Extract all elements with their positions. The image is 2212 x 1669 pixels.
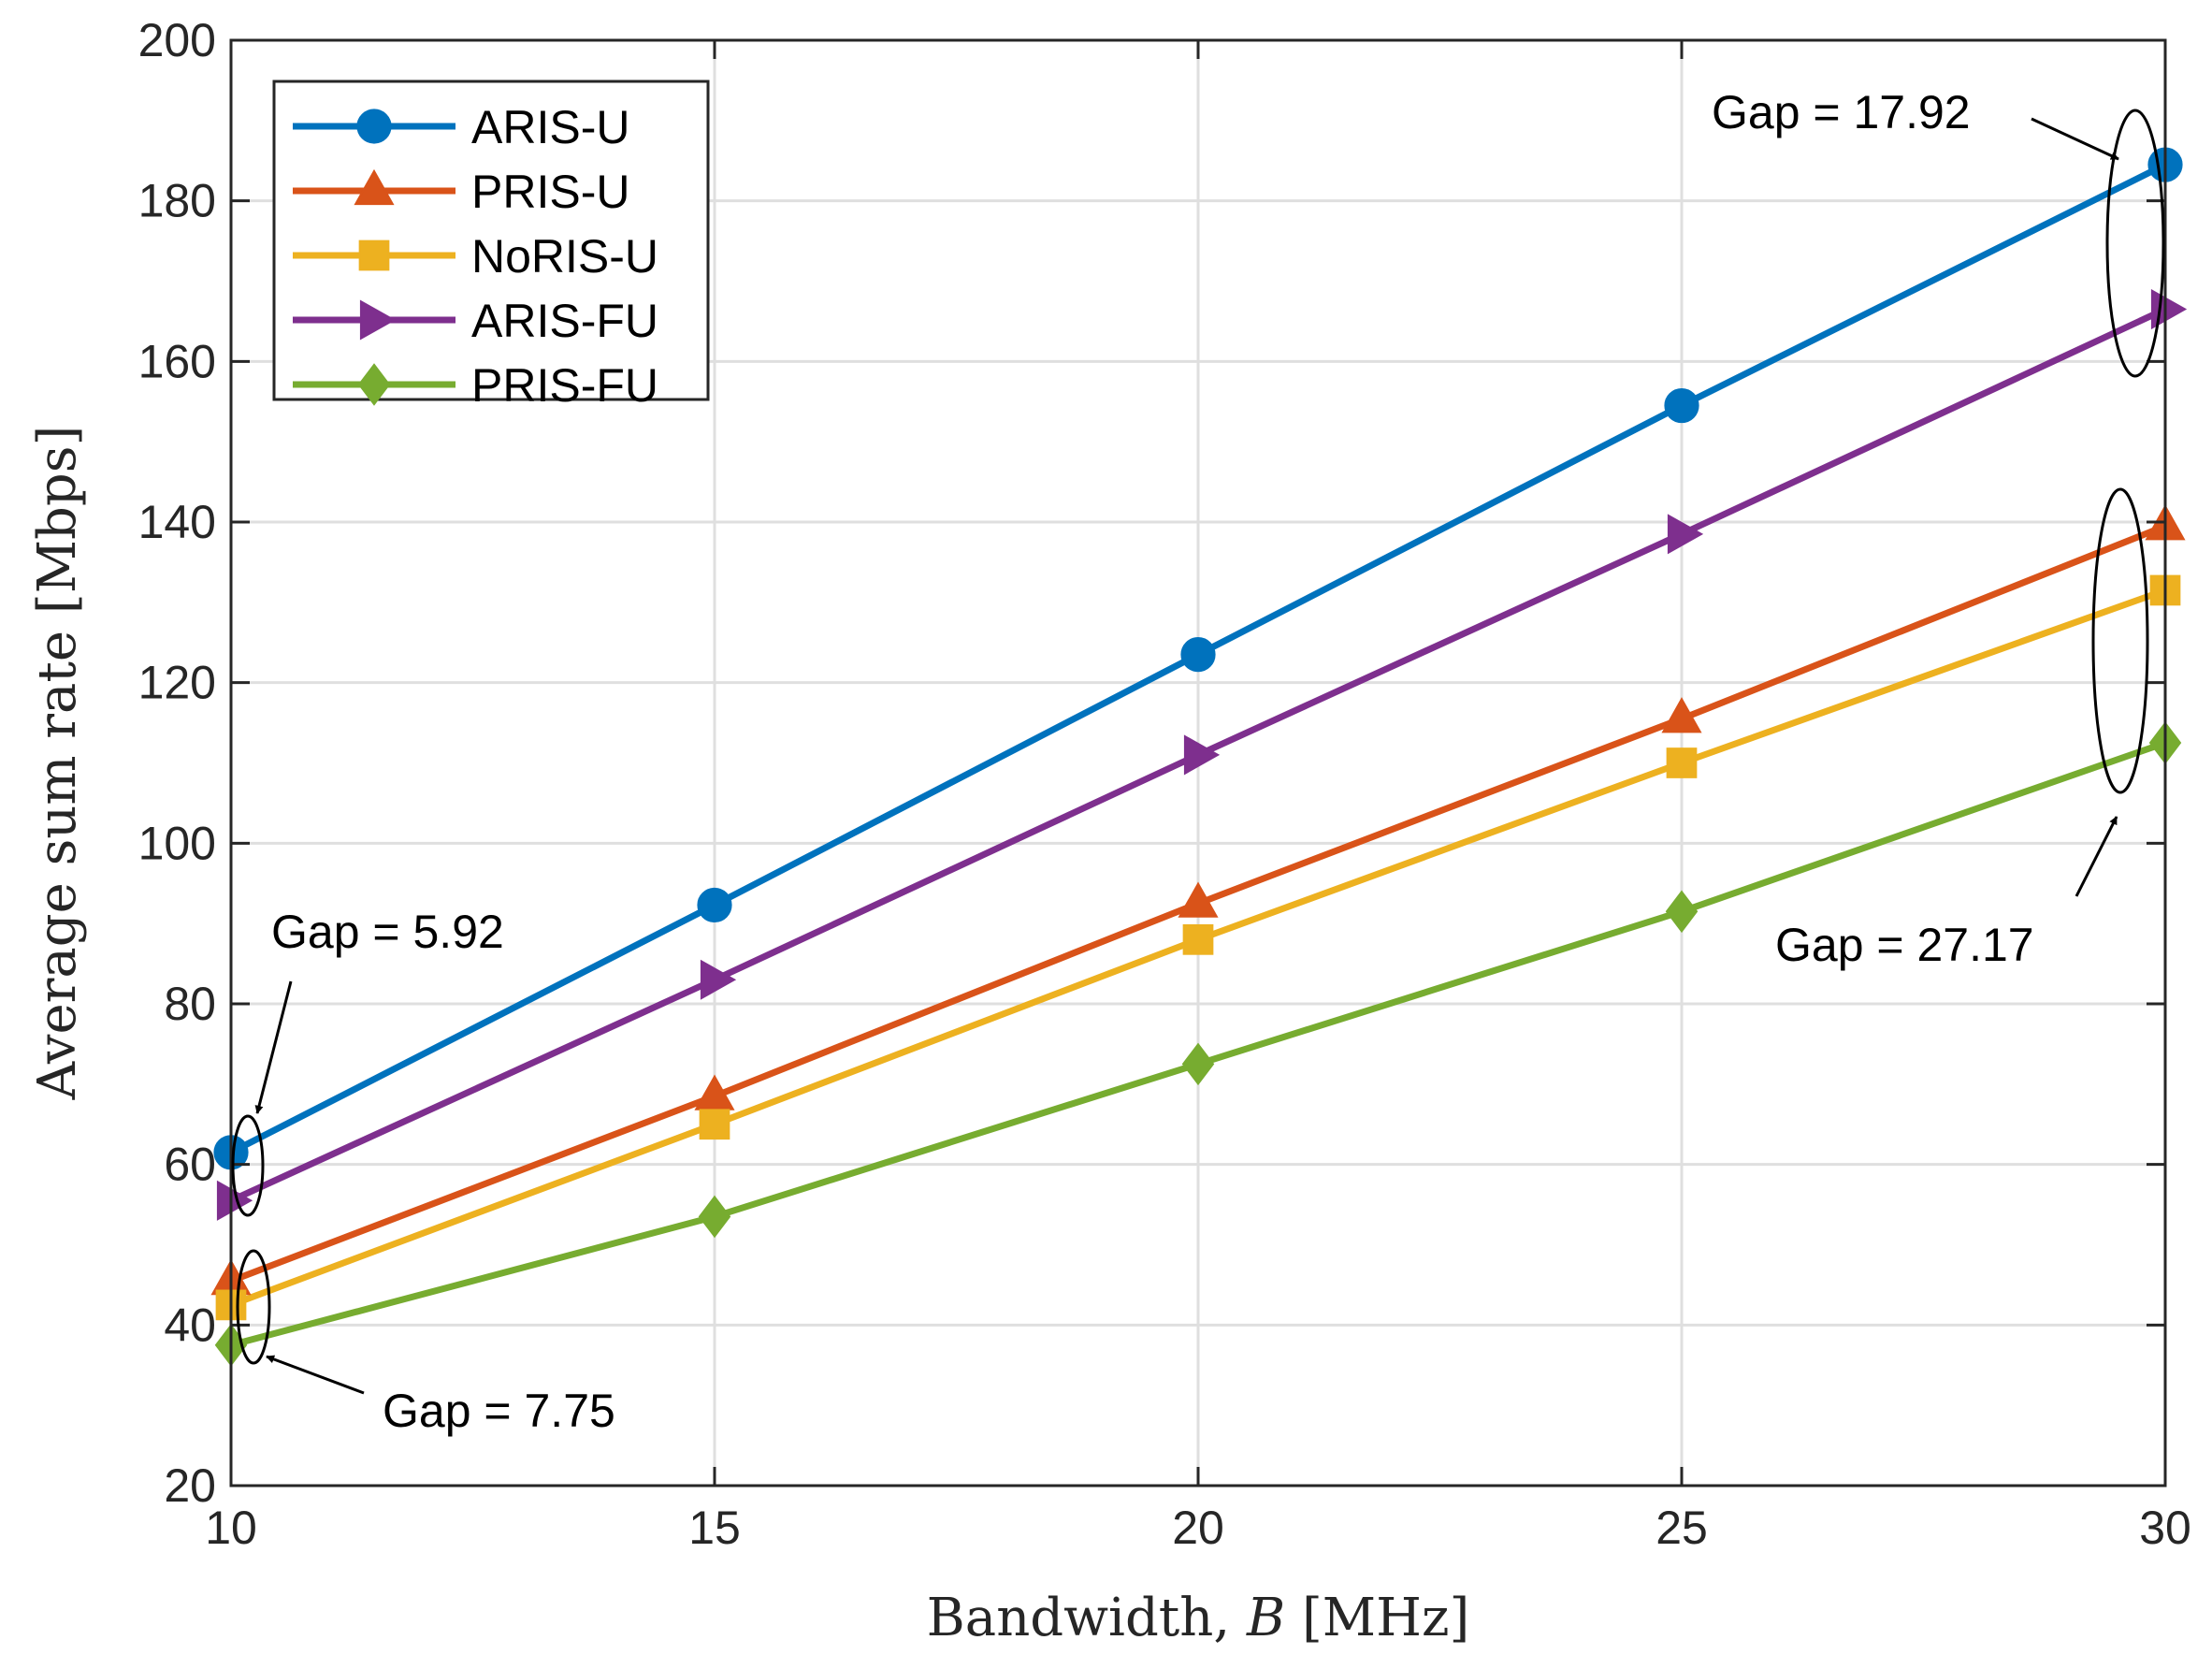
legend: ARIS-U PRIS-U NoRIS-U ARIS-FU PRIS-FU [272, 80, 710, 412]
tick-labels: 10 15 20 25 30 20 40 60 80 100 120 140 160 180 200 [138, 14, 2191, 1554]
x-axis-title-text: Bandwidth, [927, 1588, 1247, 1648]
gap-ellipse-left-lower [236, 1249, 271, 1365]
y-tick-label: 180 [138, 175, 216, 227]
x-axis-title-unit: [MHz] [1285, 1588, 1469, 1648]
x-axis-title: Bandwidth, B [MHz] [927, 1588, 1470, 1648]
legend-marker-noris-u [358, 239, 390, 271]
x-tick-label: 10 [205, 1502, 257, 1554]
gap-label-left-upper: Gap = 5.92 [271, 906, 504, 958]
data-point-aris-fu [1183, 734, 1221, 776]
legend-entries: ARIS-U PRIS-U NoRIS-U ARIS-FU PRIS-FU [293, 101, 658, 412]
y-tick-label: 40 [164, 1299, 216, 1351]
gap-arrow-left-lower [266, 1355, 365, 1395]
data-point-aris-fu [700, 959, 737, 1000]
legend-marker-aris-fu [359, 299, 397, 341]
legend-label-noris-u: NoRIS-U [471, 230, 658, 283]
data-point-noris-u [1666, 747, 1698, 778]
x-tick-label: 25 [1655, 1502, 1708, 1554]
data-point-noris-u [699, 1109, 730, 1140]
gap-label-bottom-right: Gap = 27.17 [1775, 919, 2034, 971]
data-point-aris-fu [1667, 514, 1704, 555]
y-tick-label: 120 [138, 657, 216, 709]
markers-layer [210, 147, 2188, 1367]
legend-marker-pris-fu [357, 363, 391, 406]
legend-box [272, 80, 710, 401]
legend-marker-pris-u [354, 168, 395, 206]
data-point-aris-u [1664, 387, 1699, 424]
y-tick-label: 20 [164, 1459, 216, 1512]
legend-label-pris-fu: PRIS-FU [471, 359, 658, 412]
annotations: Gap = 17.92 Gap = 27.17 Gap = 5.92 Gap =… [231, 86, 2165, 1437]
gap-ellipse-left-upper [231, 1114, 265, 1217]
legend-label-pris-u: PRIS-U [471, 166, 629, 218]
data-point-aris-u [697, 887, 732, 923]
legend-marker-aris-u [356, 109, 392, 144]
gap-label-top-right: Gap = 17.92 [1712, 86, 1971, 138]
y-tick-label: 100 [138, 817, 216, 869]
y-tick-label: 60 [164, 1139, 216, 1191]
x-tick-label: 30 [2139, 1502, 2191, 1554]
y-axis-title: Average sum rate [Mbps] [27, 426, 88, 1101]
gap-ellipse-top-right [2105, 109, 2165, 378]
y-tick-label: 200 [138, 14, 216, 66]
data-point-pris-fu [698, 1195, 731, 1239]
data-point-noris-u [1182, 923, 1214, 955]
legend-label-aris-fu: ARIS-FU [471, 295, 658, 347]
y-tick-label: 140 [138, 496, 216, 548]
gap-arrow-left-upper [254, 980, 293, 1114]
x-axis-title-variable: B [1246, 1588, 1285, 1648]
x-tick-label: 20 [1172, 1502, 1224, 1554]
data-point-pris-u [1661, 697, 1702, 733]
legend-label-aris-u: ARIS-U [471, 101, 629, 153]
x-tick-label: 15 [688, 1502, 741, 1554]
ticks [229, 38, 2167, 1488]
data-point-pris-fu [1181, 1042, 1215, 1086]
data-point-pris-u [1178, 881, 1219, 918]
gap-label-left-lower: Gap = 7.75 [383, 1385, 615, 1437]
gap-ellipse-bottom-right [2091, 487, 2149, 794]
gap-arrow-top-right [2031, 117, 2119, 161]
gap-arrow-bottom-right [2075, 816, 2118, 897]
data-point-pris-fu [1665, 890, 1699, 934]
y-tick-label: 80 [164, 978, 216, 1030]
y-tick-label: 160 [138, 335, 216, 387]
data-point-aris-u [1180, 637, 1216, 673]
